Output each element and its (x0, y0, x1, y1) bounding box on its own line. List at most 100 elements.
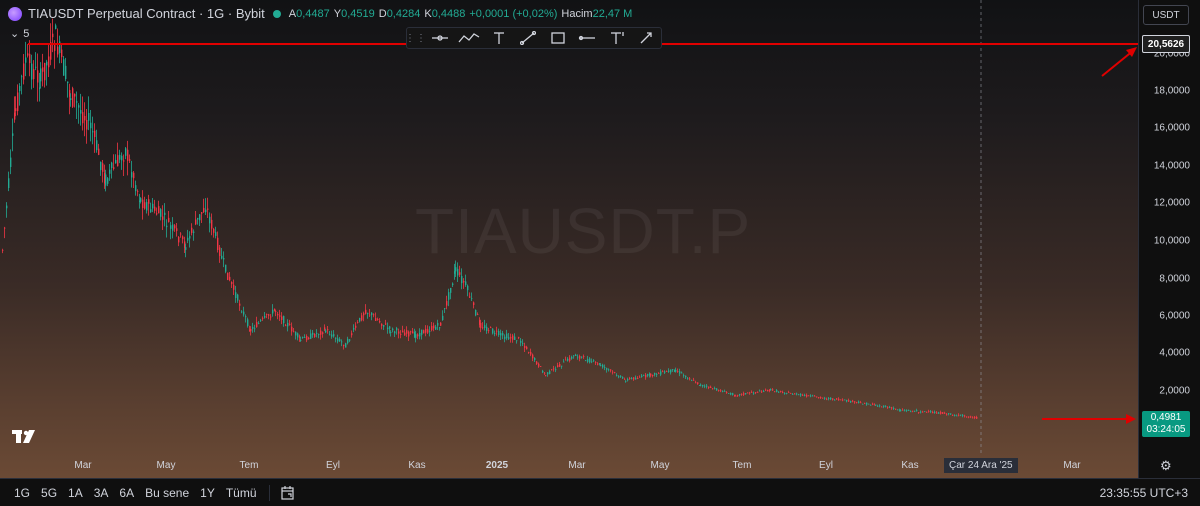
candle (63, 55, 65, 76)
candle (94, 123, 96, 153)
candle (150, 202, 152, 213)
range-button[interactable]: 3A (93, 485, 109, 500)
range-button[interactable]: 5G (41, 485, 58, 500)
candle (61, 44, 63, 64)
candle (874, 403, 876, 406)
price-tick-label: 2,0000 (1159, 385, 1190, 397)
candle (189, 231, 191, 248)
price-tick-label: 16,0000 (1153, 122, 1190, 134)
text-icon[interactable] (484, 28, 514, 48)
brush-icon[interactable] (632, 28, 662, 48)
candle (553, 365, 555, 372)
candle (496, 326, 498, 336)
candle (767, 389, 769, 392)
candle (512, 333, 514, 343)
candle (850, 400, 852, 404)
candle (883, 405, 885, 409)
rectangle-icon[interactable] (543, 28, 573, 48)
candle (54, 40, 56, 69)
gear-icon[interactable]: ⚙ (1160, 458, 1172, 473)
candle (375, 312, 377, 321)
candle (918, 411, 920, 414)
candle (506, 329, 508, 341)
crosshair-date-label: Çar 24 Ara '25 (944, 458, 1018, 473)
candle (788, 390, 790, 393)
candle (848, 398, 850, 402)
range-button[interactable]: 1G (14, 485, 31, 500)
candle (583, 354, 585, 359)
last-price: 0,4981 (1150, 412, 1182, 423)
candle (415, 330, 417, 343)
range-button[interactable]: Tümü (225, 485, 257, 500)
chart-area[interactable]: TIAUSDT.P TIAUSDT Perpetual Contract · 1… (0, 0, 1138, 478)
candlestick-series (2, 18, 978, 420)
candle (324, 324, 326, 332)
candle (974, 416, 976, 420)
candle (645, 373, 647, 380)
candle (335, 337, 337, 343)
candle (532, 353, 534, 362)
calendar-goto-icon[interactable] (280, 485, 296, 501)
candle (381, 323, 383, 330)
candle (88, 96, 90, 131)
candle (351, 330, 353, 338)
candle (732, 392, 734, 396)
candle (400, 330, 402, 339)
candle (70, 93, 72, 107)
candle (480, 319, 482, 333)
candle (417, 333, 419, 340)
candle (412, 328, 414, 334)
candle (914, 410, 916, 412)
candle (168, 211, 170, 223)
legend-title[interactable]: TIAUSDT Perpetual Contract · 1G · Bybit (28, 6, 265, 21)
candle (652, 374, 654, 378)
candle (916, 408, 918, 412)
candle (776, 389, 778, 393)
clock-timezone[interactable]: 23:35:55 UTC+3 (1099, 486, 1188, 500)
candle (561, 365, 563, 369)
candle (404, 329, 406, 336)
candle (906, 409, 908, 413)
drag-handle-icon[interactable]: ⋮⋮ (405, 32, 427, 44)
candle (258, 321, 260, 325)
candle (209, 212, 211, 233)
trend-line-icon[interactable] (514, 28, 544, 48)
candle (602, 363, 604, 369)
candle (115, 154, 117, 164)
candle (524, 342, 526, 353)
candle (33, 60, 35, 88)
drawing-toolbar[interactable]: ⋮⋮ (405, 27, 662, 49)
candle (76, 91, 78, 119)
candle (148, 194, 150, 216)
range-button[interactable]: 1A (68, 485, 83, 500)
time-axis[interactable]: Mar May Tem Eyl Kas 2025 Mar May Tem Eyl Kas Mar Çar… (0, 456, 1138, 478)
candle (100, 161, 102, 176)
candle (359, 317, 361, 323)
candle (940, 410, 942, 415)
indicator-collapse-toggle[interactable]: ⌄ 5 (10, 27, 29, 41)
candle (737, 394, 739, 397)
candle (685, 375, 687, 380)
candle (270, 314, 272, 321)
candle (728, 393, 730, 394)
path-icon[interactable] (455, 28, 485, 48)
market-status-icon (272, 9, 281, 18)
candle (312, 330, 314, 338)
candle (193, 229, 195, 241)
candle (90, 110, 92, 142)
horizontal-line-icon[interactable] (573, 28, 603, 48)
range-button[interactable]: Bu sene (145, 485, 190, 500)
candle (371, 312, 373, 321)
candle (437, 319, 439, 331)
currency-select[interactable]: USDT (1143, 5, 1189, 25)
candle (398, 328, 400, 339)
text-tool-icon[interactable] (602, 28, 632, 48)
horizontal-ray-icon[interactable] (425, 28, 455, 48)
candle (656, 372, 658, 378)
price-axis[interactable]: 20,0000 18,0000 16,0000 14,0000 12,0000 10,00… (1138, 0, 1200, 478)
range-button[interactable]: 1Y (200, 485, 215, 500)
candle (700, 383, 702, 387)
range-button[interactable]: 6A (119, 485, 135, 500)
tradingview-logo[interactable] (12, 430, 38, 449)
candle (662, 370, 664, 373)
